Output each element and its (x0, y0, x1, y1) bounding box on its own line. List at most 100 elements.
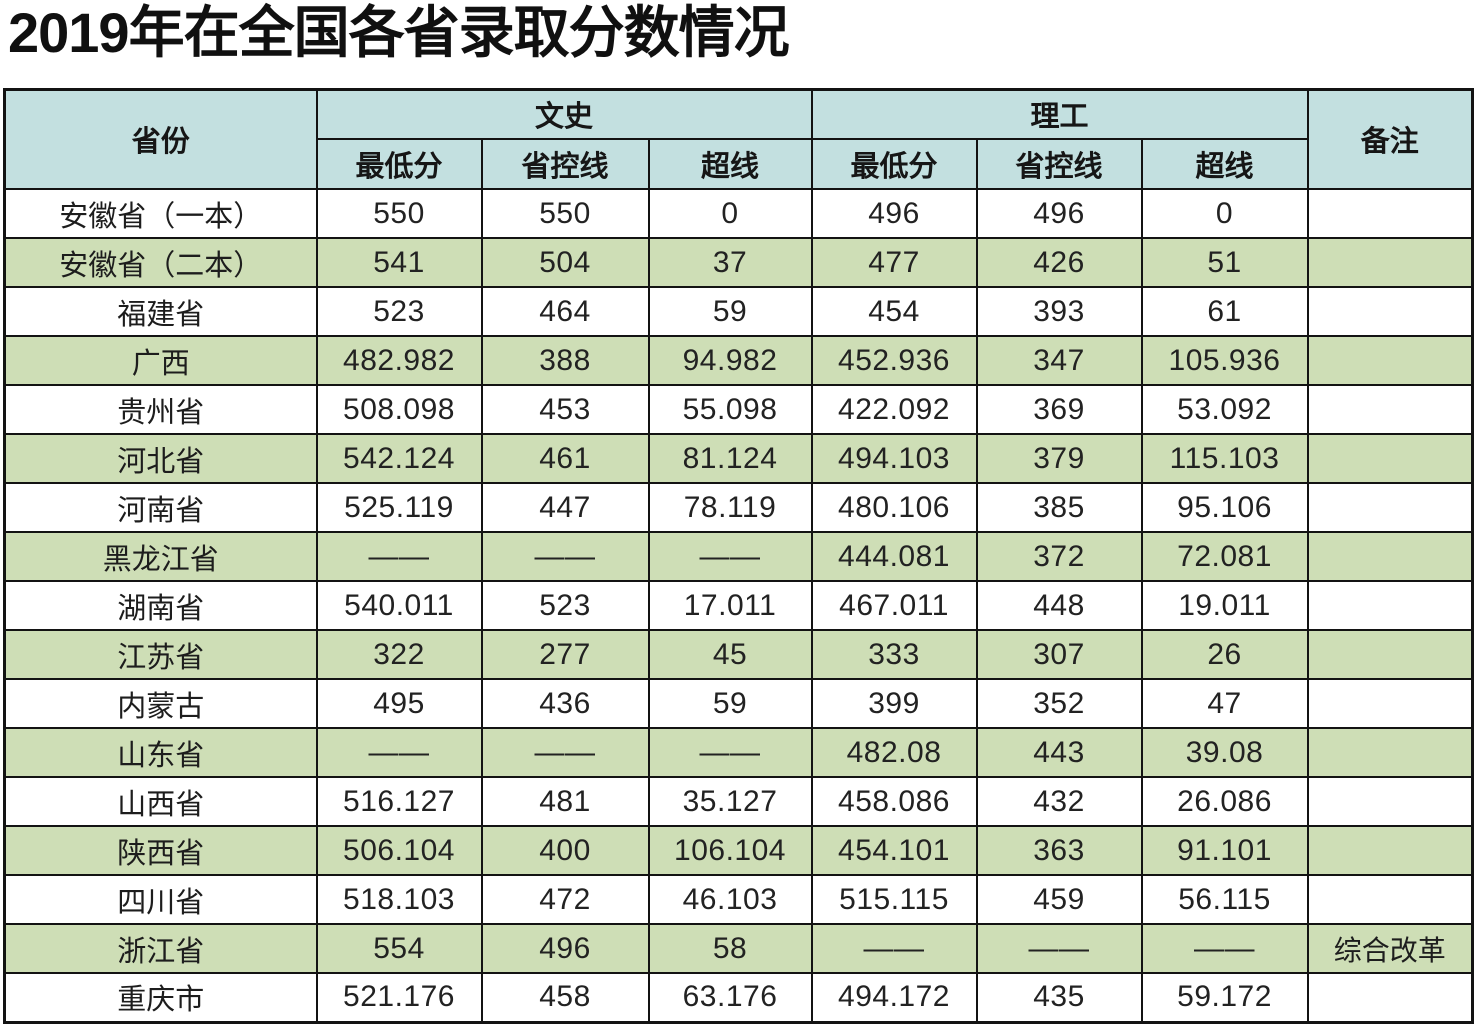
score-cell: 523 (480, 580, 650, 632)
table-row: 重庆市 521.176 458 63.176 494.172 435 59.17… (3, 972, 1474, 1024)
table-row: 河南省 525.119 447 78.119 480.106 385 95.10… (3, 482, 1474, 534)
score-cell: 58 (647, 923, 813, 975)
score-cell: 444.081 (810, 531, 978, 583)
score-cell: 63.176 (647, 972, 813, 1024)
score-cell: 542.124 (315, 433, 483, 485)
score-cell: 35.127 (647, 776, 813, 828)
score-cell: —— (647, 531, 813, 583)
province-cell: 山东省 (3, 727, 318, 779)
table-row: 四川省 518.103 472 46.103 515.115 459 56.11… (3, 874, 1474, 926)
score-cell: 26.086 (1140, 776, 1309, 828)
score-cell: 504 (480, 237, 650, 289)
score-cell: 388 (480, 335, 650, 387)
province-cell: 浙江省 (3, 923, 318, 975)
score-cell: 385 (975, 482, 1143, 534)
province-cell: 福建省 (3, 286, 318, 338)
score-cell: 105.936 (1140, 335, 1309, 387)
score-cell: 94.982 (647, 335, 813, 387)
col-header-control-line-w: 省控线 (480, 138, 650, 191)
score-cell: 540.011 (315, 580, 483, 632)
page-title: 2019年在全国各省录取分数情况 (8, 1, 790, 64)
score-cell: 496 (480, 923, 650, 975)
score-cell: 480.106 (810, 482, 978, 534)
table-row: 陕西省 506.104 400 106.104 454.101 363 91.1… (3, 825, 1474, 877)
province-cell: 江苏省 (3, 629, 318, 681)
score-cell: 81.124 (647, 433, 813, 485)
score-cell: 515.115 (810, 874, 978, 926)
score-cell: 0 (647, 188, 813, 240)
province-cell: 湖南省 (3, 580, 318, 632)
score-cell: 452.936 (810, 335, 978, 387)
table-row: 安徽省（一本） 550 550 0 496 496 0 (3, 188, 1474, 240)
score-cell: 400 (480, 825, 650, 877)
score-cell: 521.176 (315, 972, 483, 1024)
score-cell: 333 (810, 629, 978, 681)
score-cell: 496 (810, 188, 978, 240)
score-cell: 59 (647, 678, 813, 730)
table-row: 广西 482.982 388 94.982 452.936 347 105.93… (3, 335, 1474, 387)
score-cell: —— (480, 727, 650, 779)
col-header-province: 省份 (3, 88, 318, 191)
table-row: 河北省 542.124 461 81.124 494.103 379 115.1… (3, 433, 1474, 485)
score-cell: 47 (1140, 678, 1309, 730)
score-cell: 106.104 (647, 825, 813, 877)
score-cell: 541 (315, 237, 483, 289)
remark-cell (1306, 384, 1474, 436)
table-row: 江苏省 322 277 45 333 307 26 (3, 629, 1474, 681)
score-cell: 51 (1140, 237, 1309, 289)
score-cell: 436 (480, 678, 650, 730)
score-cell: 17.011 (647, 580, 813, 632)
score-cell: —— (975, 923, 1143, 975)
col-header-over-line-l: 超线 (1140, 138, 1309, 191)
province-cell: 黑龙江省 (3, 531, 318, 583)
score-cell: 46.103 (647, 874, 813, 926)
score-cell: 459 (975, 874, 1143, 926)
col-header-remark: 备注 (1306, 88, 1474, 191)
score-cell: 472 (480, 874, 650, 926)
score-cell: 39.08 (1140, 727, 1309, 779)
score-cell: 508.098 (315, 384, 483, 436)
remark-cell (1306, 531, 1474, 583)
score-cell: 322 (315, 629, 483, 681)
remark-cell (1306, 825, 1474, 877)
score-cell: —— (810, 923, 978, 975)
remark-cell (1306, 874, 1474, 926)
score-cell: 352 (975, 678, 1143, 730)
province-cell: 广西 (3, 335, 318, 387)
score-cell: 78.119 (647, 482, 813, 534)
remark-cell (1306, 776, 1474, 828)
score-cell: 461 (480, 433, 650, 485)
score-cell: 53.092 (1140, 384, 1309, 436)
score-cell: 37 (647, 237, 813, 289)
score-cell: 422.092 (810, 384, 978, 436)
score-cell: 61 (1140, 286, 1309, 338)
remark-cell (1306, 482, 1474, 534)
remark-cell (1306, 335, 1474, 387)
score-cell: —— (480, 531, 650, 583)
score-cell: 435 (975, 972, 1143, 1024)
header-group-row: 省份 文史 理工 备注 (3, 88, 1474, 191)
score-cell: 379 (975, 433, 1143, 485)
score-cell: 494.103 (810, 433, 978, 485)
province-cell: 贵州省 (3, 384, 318, 436)
remark-cell (1306, 188, 1474, 240)
province-cell: 河南省 (3, 482, 318, 534)
province-cell: 河北省 (3, 433, 318, 485)
score-cell: 454.101 (810, 825, 978, 877)
score-cell: 45 (647, 629, 813, 681)
score-cell: 496 (975, 188, 1143, 240)
province-cell: 四川省 (3, 874, 318, 926)
score-cell: 59 (647, 286, 813, 338)
score-cell: 347 (975, 335, 1143, 387)
score-cell: 453 (480, 384, 650, 436)
col-header-min-score-w: 最低分 (315, 138, 483, 191)
score-cell: 363 (975, 825, 1143, 877)
score-cell: 307 (975, 629, 1143, 681)
remark-cell (1306, 433, 1474, 485)
score-cell: 554 (315, 923, 483, 975)
col-group-liberal-arts: 文史 (315, 88, 813, 141)
col-header-over-line-w: 超线 (647, 138, 813, 191)
score-cell: 448 (975, 580, 1143, 632)
score-cell: 72.081 (1140, 531, 1309, 583)
score-cell: 55.098 (647, 384, 813, 436)
